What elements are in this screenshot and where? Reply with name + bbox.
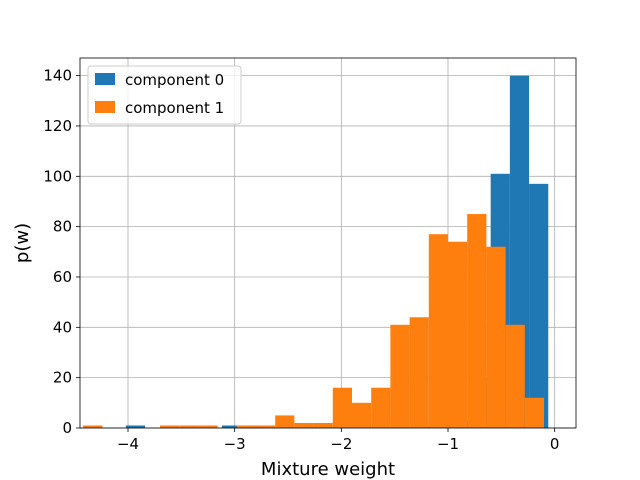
histogram-bar — [467, 214, 487, 428]
y-ticks: 0 20 40 60 80 100 120 140 — [43, 67, 80, 437]
histogram-bar — [332, 387, 352, 428]
legend-swatch-component-1 — [95, 101, 115, 113]
histogram-bar — [352, 402, 372, 428]
histogram-bar — [179, 425, 199, 428]
y-tick-label: 120 — [43, 117, 72, 135]
x-tick-label: −1 — [437, 435, 459, 453]
y-tick-label: 20 — [53, 369, 72, 387]
plot-frame — [79, 57, 577, 429]
histogram-bar — [160, 425, 180, 428]
histogram-bar — [125, 425, 146, 428]
histogram-bar — [409, 317, 429, 428]
histogram-bar — [236, 425, 256, 428]
histogram-bar — [529, 183, 549, 428]
y-tick-label: 0 — [62, 419, 72, 437]
x-ticks: −4 −3 −2 −1 0 — [117, 428, 560, 453]
y-tick-label: 100 — [43, 167, 72, 185]
y-tick-label: 60 — [53, 268, 72, 286]
histogram-bar — [524, 397, 544, 428]
x-tick-label: 0 — [550, 435, 560, 453]
legend-label-component-0: component 0 — [125, 71, 224, 89]
histogram-bar — [221, 425, 242, 428]
y-tick-label: 40 — [53, 318, 72, 336]
histogram-bar — [390, 324, 410, 428]
histogram-bar — [486, 246, 506, 428]
legend-box — [87, 65, 242, 125]
legend: component 0 component 1 — [87, 65, 242, 125]
y-axis-label: p(w) — [12, 223, 33, 263]
histogram-bar — [448, 241, 468, 428]
y-tick-label: 80 — [53, 218, 72, 236]
y-tick-label: 140 — [43, 67, 72, 85]
histogram-bar — [371, 387, 391, 428]
series-component-1 — [83, 214, 544, 428]
legend-swatch-component-0 — [95, 73, 115, 85]
histogram-bar — [313, 422, 333, 428]
histogram-bar — [505, 324, 525, 428]
histogram-bar — [256, 425, 276, 428]
histogram-bar — [294, 422, 314, 428]
histogram-bar — [428, 234, 448, 428]
histogram-bar — [275, 415, 295, 428]
histogram-bar — [198, 425, 218, 428]
x-axis-label: Mixture weight — [261, 459, 395, 480]
x-tick-label: −3 — [224, 435, 246, 453]
bars — [83, 75, 549, 428]
x-tick-label: −4 — [117, 435, 139, 453]
x-tick-label: −2 — [330, 435, 352, 453]
histogram-bar — [83, 425, 103, 428]
legend-label-component-1: component 1 — [125, 99, 224, 117]
